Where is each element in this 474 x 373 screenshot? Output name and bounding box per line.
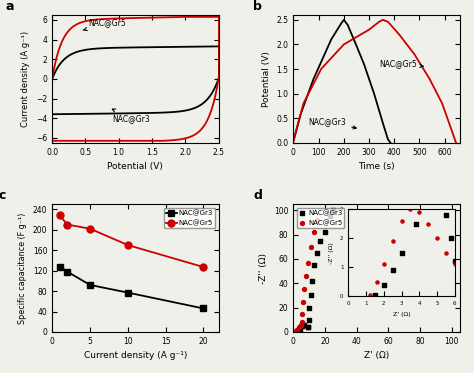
NAC@Gr3: [313, 250, 321, 256]
NAC@Gr3: [305, 317, 313, 323]
NAC@Gr5: [298, 319, 305, 325]
NAC@Gr3: [317, 238, 324, 244]
X-axis label: Potential (V): Potential (V): [108, 162, 163, 171]
NAC@Gr3: [310, 262, 318, 268]
Text: a: a: [6, 0, 14, 13]
NAC@Gr3: [301, 322, 308, 328]
Legend: NAC@Gr3, NAC@Gr5: NAC@Gr3, NAC@Gr5: [164, 208, 215, 228]
NAC@Gr5: [125, 243, 131, 247]
NAC@Gr5: [292, 328, 300, 334]
NAC@Gr3: [305, 324, 312, 330]
Text: b: b: [254, 0, 262, 13]
Text: NAC@Gr3: NAC@Gr3: [309, 117, 356, 129]
NAC@Gr5: [301, 286, 308, 292]
NAC@Gr3: [57, 264, 63, 269]
NAC@Gr3: [293, 328, 301, 334]
NAC@Gr5: [64, 222, 70, 227]
NAC@Gr5: [87, 226, 93, 231]
NAC@Gr3: [326, 213, 334, 219]
Text: NAC@Gr5: NAC@Gr5: [83, 18, 127, 31]
Text: d: d: [254, 189, 262, 202]
NAC@Gr3: [305, 305, 313, 311]
X-axis label: Current density (A g⁻¹): Current density (A g⁻¹): [83, 351, 187, 360]
NAC@Gr3: [309, 278, 316, 284]
Y-axis label: Potential (V): Potential (V): [262, 51, 271, 107]
Y-axis label: -Z'' (Ω): -Z'' (Ω): [259, 253, 268, 283]
NAC@Gr5: [57, 213, 63, 217]
NAC@Gr5: [292, 329, 299, 335]
NAC@Gr3: [87, 283, 93, 287]
NAC@Gr5: [302, 273, 310, 279]
Legend: NAC@Gr3, NAC@Gr5: NAC@Gr3, NAC@Gr5: [297, 208, 345, 228]
Text: NAC@Gr5: NAC@Gr5: [379, 60, 423, 69]
NAC@Gr3: [298, 323, 306, 329]
NAC@Gr3: [64, 269, 70, 274]
NAC@Gr3: [296, 326, 303, 332]
X-axis label: Z' (Ω): Z' (Ω): [364, 351, 389, 360]
NAC@Gr3: [292, 329, 300, 335]
NAC@Gr5: [298, 311, 306, 317]
NAC@Gr5: [313, 217, 321, 223]
Text: c: c: [0, 189, 6, 202]
NAC@Gr3: [201, 306, 206, 311]
NAC@Gr5: [310, 229, 318, 235]
NAC@Gr3: [307, 292, 315, 298]
NAC@Gr3: [329, 207, 337, 213]
NAC@Gr5: [295, 324, 303, 330]
NAC@Gr3: [125, 290, 131, 295]
NAC@Gr5: [304, 260, 311, 266]
NAC@Gr5: [298, 322, 305, 328]
NAC@Gr5: [201, 265, 206, 269]
NAC@Gr5: [297, 322, 304, 328]
NAC@Gr5: [307, 244, 315, 250]
NAC@Gr5: [293, 326, 301, 332]
Text: NAC@Gr3: NAC@Gr3: [112, 109, 150, 123]
NAC@Gr3: [305, 324, 312, 330]
NAC@Gr3: [321, 229, 329, 235]
Y-axis label: Specific capacitance (F g⁻¹): Specific capacitance (F g⁻¹): [18, 212, 27, 324]
Line: NAC@Gr5: NAC@Gr5: [56, 212, 207, 270]
X-axis label: Time (s): Time (s): [358, 162, 395, 171]
NAC@Gr3: [294, 327, 302, 333]
NAC@Gr5: [299, 298, 307, 304]
Y-axis label: Current density (A g⁻¹): Current density (A g⁻¹): [21, 31, 30, 127]
Line: NAC@Gr3: NAC@Gr3: [57, 264, 206, 311]
